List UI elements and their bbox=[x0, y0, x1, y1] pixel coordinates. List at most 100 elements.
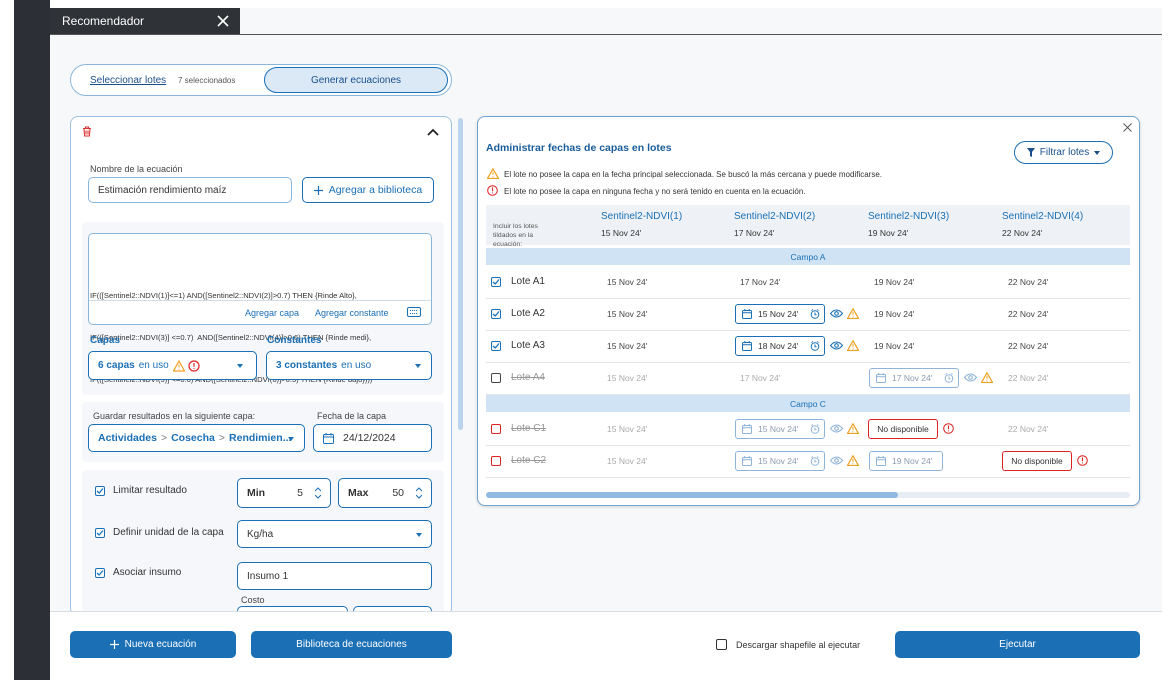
keyboard-icon[interactable] bbox=[407, 307, 421, 317]
date-picker[interactable]: 18 Nov 24' bbox=[735, 336, 825, 356]
table-scrollbar[interactable] bbox=[486, 492, 1130, 498]
date-picker[interactable]: 17 Nov 24' bbox=[869, 368, 959, 388]
date-picker[interactable]: 15 Nov 24' bbox=[735, 451, 825, 471]
row-divider bbox=[486, 362, 1130, 363]
min-label: Min bbox=[247, 487, 266, 499]
step-generate[interactable]: Generar ecuaciones bbox=[264, 67, 448, 93]
calendar-icon bbox=[876, 373, 886, 383]
date-picker[interactable]: 19 Nov 24' bbox=[869, 451, 943, 471]
cell-date: 15 Nov 24' bbox=[607, 424, 648, 434]
library-button[interactable]: Biblioteca de ecuaciones bbox=[251, 631, 452, 658]
date-value: 24/12/2024 bbox=[343, 432, 396, 444]
run-text: Ejecutar bbox=[999, 639, 1036, 650]
date-label: Fecha de la capa bbox=[317, 411, 387, 421]
row-checkbox[interactable] bbox=[491, 456, 501, 466]
constants-label: Constantes bbox=[267, 335, 322, 346]
formula-text: IF(([Sentinel2::NDVI(1)]<=1) AND([Sentin… bbox=[90, 261, 372, 415]
input-field[interactable]: Insumo 1 bbox=[237, 562, 432, 590]
row-checkbox[interactable] bbox=[491, 341, 501, 351]
constants-dropdown[interactable]: 3 constantes en uso bbox=[266, 351, 432, 380]
date-picker[interactable]: 15 Nov 24' bbox=[735, 304, 825, 324]
cell-date: 15 Nov 24' bbox=[607, 456, 648, 466]
sidebar bbox=[14, 0, 50, 680]
tab[interactable]: Recomendador bbox=[50, 8, 240, 34]
formula-box[interactable]: IF(([Sentinel2::NDVI(1)]<=1) AND([Sentin… bbox=[88, 233, 432, 384]
eye-icon bbox=[830, 309, 843, 318]
date-input[interactable]: 24/12/2024 bbox=[313, 424, 432, 452]
lots-table: Incluir los lotes tildados en la ecuació… bbox=[486, 205, 1130, 485]
spinner-icon[interactable] bbox=[416, 487, 422, 499]
date-picker[interactable]: 15 Nov 24' bbox=[735, 419, 825, 439]
warning-icon bbox=[847, 308, 859, 319]
save-dropdown[interactable]: Actividades > Cosecha > Rendimien... bbox=[88, 424, 305, 452]
tab-close[interactable] bbox=[217, 15, 229, 27]
plus-icon bbox=[313, 185, 323, 195]
add-constant-link[interactable]: Agregar constante bbox=[315, 308, 389, 318]
layers-suffix: en uso bbox=[138, 360, 169, 371]
max-input[interactable]: Max 50 bbox=[338, 478, 432, 508]
new-equation-text: Nueva ecuación bbox=[124, 639, 197, 650]
spinner-icon[interactable] bbox=[315, 487, 321, 499]
clock-icon bbox=[810, 309, 820, 319]
cell-date: 19 Nov 24' bbox=[874, 277, 915, 287]
input-checkbox[interactable] bbox=[95, 568, 105, 578]
layers-count: 6 capas bbox=[98, 360, 135, 371]
error-icon bbox=[943, 423, 954, 434]
row-checkbox[interactable] bbox=[491, 373, 501, 383]
plus-icon bbox=[109, 640, 119, 649]
row-checkbox[interactable] bbox=[491, 424, 501, 434]
formula-line: IF(([Sentinel2::NDVI(1)]<=1) AND([Sentin… bbox=[90, 291, 357, 300]
add-library-button[interactable]: Agregar a biblioteca bbox=[302, 177, 434, 203]
download-label: Descargar shapefile al ejecutar bbox=[736, 640, 861, 650]
row-checkbox[interactable] bbox=[491, 277, 501, 287]
name-value: Estimación rendimiento maíz bbox=[98, 184, 227, 196]
panel-close[interactable] bbox=[1123, 123, 1132, 132]
dropdown-arrow bbox=[288, 437, 294, 441]
dropdown-arrow bbox=[416, 533, 422, 537]
step-count: 7 seleccionados bbox=[178, 76, 236, 85]
unavailable-badge: No disponible bbox=[868, 419, 938, 439]
input-value: Insumo 1 bbox=[247, 570, 289, 582]
picker-date: 18 Nov 24' bbox=[758, 341, 799, 351]
dates-title: Administrar fechas de capas en lotes bbox=[486, 142, 672, 154]
row-checkbox[interactable] bbox=[491, 309, 501, 319]
limit-checkbox[interactable] bbox=[95, 486, 105, 496]
warning-icon bbox=[847, 340, 859, 351]
cell-date: 19 Nov 24' bbox=[874, 341, 915, 351]
row-divider bbox=[486, 477, 1130, 478]
eye-icon bbox=[830, 456, 843, 465]
step-select-lots[interactable]: Seleccionar lotes bbox=[90, 75, 167, 86]
column-name: Sentinel2-NDVI(3) bbox=[868, 211, 950, 222]
delete-icon[interactable] bbox=[82, 126, 92, 137]
unit-checkbox[interactable] bbox=[95, 528, 105, 538]
panel-scrollbar[interactable] bbox=[458, 118, 463, 430]
clock-icon bbox=[810, 424, 820, 434]
step-generate-text: Generar ecuaciones bbox=[310, 74, 402, 86]
layers-dropdown[interactable]: 6 capas en uso bbox=[88, 351, 257, 380]
picker-date: 15 Nov 24' bbox=[758, 309, 799, 319]
run-button[interactable]: Ejecutar bbox=[895, 631, 1140, 658]
cell-date: 17 Nov 24' bbox=[740, 373, 781, 383]
lot-name: Lote A1 bbox=[511, 276, 545, 287]
path-part: Rendimien... bbox=[229, 432, 292, 444]
min-input[interactable]: Min 5 bbox=[237, 478, 331, 508]
cell-date: 17 Nov 24' bbox=[740, 277, 781, 287]
table-header bbox=[486, 205, 1130, 245]
column-name: Sentinel2-NDVI(2) bbox=[734, 211, 816, 222]
column-date: 17 Nov 24' bbox=[734, 228, 775, 238]
name-input[interactable]: Estimación rendimiento maíz bbox=[88, 177, 292, 203]
filter-button[interactable]: Filtrar lotes bbox=[1014, 141, 1113, 164]
name-label: Nombre de la ecuación bbox=[90, 164, 183, 174]
warning-icon bbox=[487, 168, 499, 179]
dropdown-arrow bbox=[237, 364, 243, 368]
add-layer-link[interactable]: Agregar capa bbox=[245, 308, 300, 318]
dropdown-arrow bbox=[415, 364, 421, 368]
download-checkbox[interactable] bbox=[716, 639, 727, 650]
unit-dropdown[interactable]: Kg/ha bbox=[237, 520, 432, 548]
new-equation-button[interactable]: Nueva ecuación bbox=[70, 631, 236, 658]
cell-date: 22 Nov 24' bbox=[1008, 277, 1049, 287]
calendar-icon bbox=[742, 309, 752, 319]
max-value: 50 bbox=[392, 487, 404, 499]
collapse-icon[interactable] bbox=[427, 128, 439, 136]
scrollbar-thumb[interactable] bbox=[486, 492, 898, 498]
